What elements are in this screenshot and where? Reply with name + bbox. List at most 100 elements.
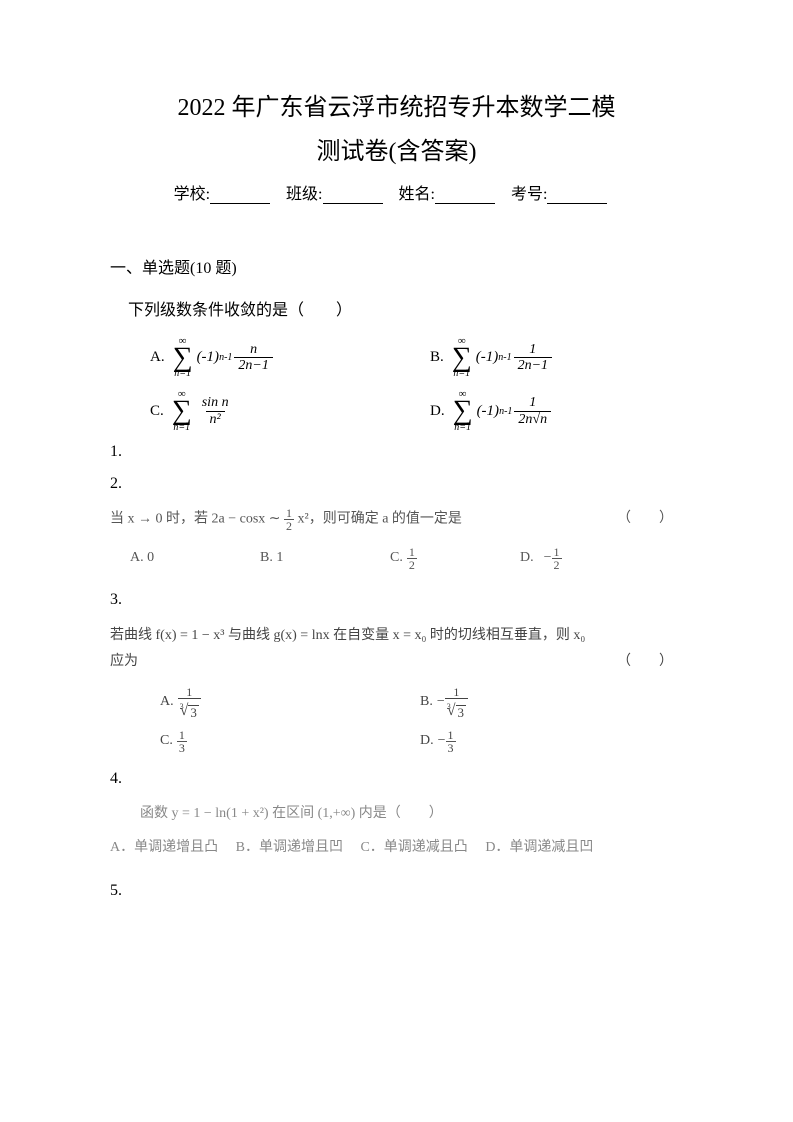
q1-number: 1.	[110, 443, 683, 461]
frac-num: 1	[525, 342, 540, 357]
q1-optC-label: C.	[150, 403, 164, 420]
q2-stem: 当 x → 0 时，若 2a − cosx ∼ 1 2 x²，则可确定 a 的值…	[110, 507, 683, 532]
exam-title-line1: 2022 年广东省云浮市统招专升本数学二模	[110, 90, 683, 126]
frac-num: 1	[552, 546, 562, 558]
frac-den: 2	[552, 558, 562, 571]
sigma-symbol: ∑	[453, 400, 473, 422]
q3-optB-label: B.	[420, 694, 433, 710]
q1-option-c[interactable]: C. ∞ ∑ n=1 sin n n²	[150, 389, 430, 432]
q5-number: 5.	[110, 882, 683, 900]
q1-optA-exp: n-1	[219, 352, 232, 363]
frac-den: 3	[446, 741, 456, 754]
q4-number: 4.	[110, 770, 683, 788]
q3-number: 3.	[110, 591, 683, 609]
examid-blank[interactable]	[547, 188, 607, 204]
examid-label: 考号:	[511, 186, 547, 203]
q3-optD-pre: −	[438, 733, 446, 749]
q1-optD-label: D.	[430, 403, 445, 420]
sqrt-symbol: √	[180, 703, 189, 719]
q3-options: A. 1 3 √ 3 B. − 1 3 √	[160, 686, 683, 754]
q1-optB-body: (-1)	[476, 349, 499, 366]
q2-stem-pre: 当 x → 0 时，若 2a − cosx ∼	[110, 512, 284, 527]
q2-option-d[interactable]: D. − 1 2	[520, 546, 650, 571]
exam-title-line2: 测试卷(含答案)	[110, 134, 683, 170]
info-row: 学校: 班级: 姓名: 考号:	[110, 180, 683, 204]
sqrt-symbol: √	[447, 703, 456, 719]
q4-stem: 函数 y = 1 − ln(1 + x²) 在区间 (1,+∞) 内是（ ）	[140, 802, 683, 822]
frac-den: 2n√n	[514, 411, 551, 427]
q1-optC-formula: ∞ ∑ n=1 sin n n²	[172, 389, 235, 432]
q1-optB-formula: ∞ ∑ n=1 (-1)n-1 1 2n−1	[452, 336, 554, 379]
frac-den: 2	[284, 519, 294, 532]
sigma-bot: n=1	[173, 423, 190, 433]
q4-option-b[interactable]: B．单调递增且凹	[236, 840, 343, 855]
sigma-bot: n=1	[453, 369, 470, 379]
q1-option-d[interactable]: D. ∞ ∑ n=1 (-1)n-1 1 2n√n	[430, 389, 553, 432]
q1-options-row1: A. ∞ ∑ n=1 (-1)n-1 n 2n−1 B. ∞ ∑ n=1 (-1…	[150, 336, 683, 379]
sigma-symbol: ∑	[173, 347, 193, 369]
q3-optB-pre: −	[437, 694, 445, 710]
frac-num: sin n	[198, 395, 233, 410]
sqrt-body: 3	[188, 705, 199, 719]
q1-stem: 下列级数条件收敛的是（ ）	[128, 296, 683, 320]
q2-stem-post: x²，则可确定 a 的值一定是	[298, 512, 462, 527]
frac-den: 2n−1	[234, 357, 272, 373]
q1-optD-body: (-1)	[477, 403, 500, 420]
frac-num: 1	[407, 546, 417, 558]
q2-number: 2.	[110, 475, 683, 493]
frac-num: n	[246, 342, 261, 357]
q1-option-b[interactable]: B. ∞ ∑ n=1 (-1)n-1 1 2n−1	[430, 336, 554, 379]
q3-stem-line1: 若曲线 f(x) = 1 − x³ 与曲线 g(x) = lnx 在自变量 x …	[110, 623, 683, 650]
frac-den: 3	[177, 741, 187, 754]
q3-optD-label: D.	[420, 733, 434, 749]
section-header: 一、单选题(10 题)	[110, 254, 683, 278]
frac-num: 1	[177, 729, 187, 741]
frac-num: 1	[451, 686, 461, 698]
q1-optB-exp: n-1	[498, 352, 511, 363]
q1-optA-body: (-1)	[197, 349, 220, 366]
q1-option-a[interactable]: A. ∞ ∑ n=1 (-1)n-1 n 2n−1	[150, 336, 430, 379]
q3-optA-label: A.	[160, 694, 174, 710]
q3-stem-line2: 应为	[110, 654, 138, 669]
class-label: 班级:	[286, 186, 322, 203]
q4-option-c[interactable]: C．单调递减且凸	[360, 840, 467, 855]
frac-num: 1	[184, 686, 194, 698]
q1-optD-exp: n-1	[499, 406, 512, 417]
sigma-bot: n=1	[454, 423, 471, 433]
q1-optB-label: B.	[430, 349, 444, 366]
frac-den: 2n−1	[514, 357, 552, 373]
q2-option-a[interactable]: A. 0	[130, 546, 260, 571]
q1-optA-formula: ∞ ∑ n=1 (-1)n-1 n 2n−1	[173, 336, 275, 379]
q3-option-c[interactable]: C. 1 3	[160, 729, 420, 754]
q3-paren: （ ）	[617, 649, 673, 676]
frac-num: 1	[284, 507, 294, 519]
q2-options: A. 0 B. 1 C. 1 2 D. − 1 2	[130, 546, 683, 571]
q1-optD-formula: ∞ ∑ n=1 (-1)n-1 1 2n√n	[453, 389, 554, 432]
sigma-symbol: ∑	[452, 347, 472, 369]
q2-option-b[interactable]: B. 1	[260, 546, 390, 571]
name-blank[interactable]	[435, 188, 495, 204]
q3-stem: 若曲线 f(x) = 1 − x³ 与曲线 g(x) = lnx 在自变量 x …	[110, 623, 683, 676]
q2-paren: （ ）	[617, 507, 673, 527]
q4-options: A．单调递增且凸 B．单调递增且凹 C．单调递减且凸 D．单调递减且凹	[110, 836, 683, 856]
sqrt-body: 3	[456, 705, 467, 719]
q2-option-c[interactable]: C. 1 2	[390, 546, 520, 571]
frac-den: n²	[206, 411, 225, 427]
q1-optA-label: A.	[150, 349, 165, 366]
frac-num: 1	[446, 729, 456, 741]
q2-optC-label: C.	[390, 550, 403, 566]
school-label: 学校:	[174, 186, 210, 203]
q2-optD-pre: −	[544, 550, 552, 566]
q3-option-a[interactable]: A. 1 3 √ 3	[160, 686, 420, 719]
name-label: 姓名:	[399, 186, 435, 203]
q1-options-row2: C. ∞ ∑ n=1 sin n n² D. ∞ ∑ n=1 (-1)n-1 1	[150, 389, 683, 432]
class-blank[interactable]	[323, 188, 383, 204]
school-blank[interactable]	[210, 188, 270, 204]
q4-option-a[interactable]: A．单调递增且凸	[110, 840, 218, 855]
q4-option-d[interactable]: D．单调递减且凹	[485, 840, 593, 855]
sigma-bot: n=1	[174, 369, 191, 379]
q3-option-d[interactable]: D. − 1 3	[420, 729, 680, 754]
q3-option-b[interactable]: B. − 1 3 √ 3	[420, 686, 680, 719]
sigma-symbol: ∑	[172, 400, 192, 422]
q2-optD-label: D.	[520, 550, 534, 566]
